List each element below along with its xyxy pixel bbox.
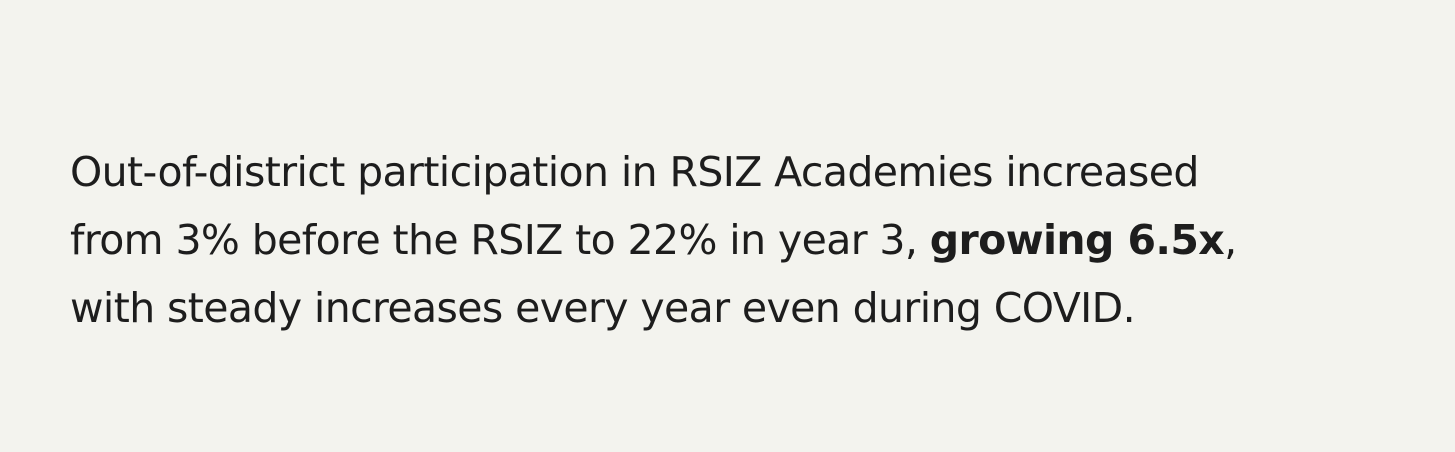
statement-line-2: from 3% before the RSIZ to 22% in year 3… [70, 206, 1410, 274]
statement-line-1: Out-of-district participation in RSIZ Ac… [70, 148, 1199, 196]
statement-line-2-punctuation: , [1224, 216, 1237, 264]
growth-highlight: growing 6.5x [929, 216, 1225, 264]
statement-line-3: with steady increases every year even du… [70, 284, 1136, 332]
statement-line-2-text: from 3% before the RSIZ to 22% in year 3… [70, 216, 930, 264]
stat-statement: Out-of-district participation in RSIZ Ac… [70, 138, 1410, 342]
